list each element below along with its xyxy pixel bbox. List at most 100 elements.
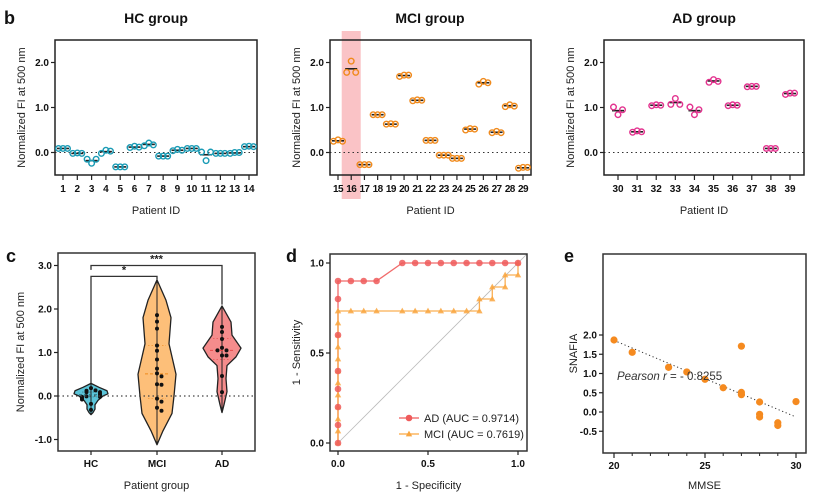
y-tick-label: 0.0 — [310, 439, 324, 450]
replicate-point — [515, 164, 523, 172]
x-tick-label: HC — [84, 459, 98, 470]
x-tick-label: 25 — [465, 184, 476, 195]
diagonal-reference-line — [337, 253, 528, 444]
data-point — [155, 357, 159, 362]
pearson-value: = - 0.8255 — [667, 371, 722, 383]
y-tick-label: 0.5 — [310, 349, 324, 360]
data-point — [683, 368, 691, 376]
roc-point-ad — [334, 403, 342, 411]
replicate-point — [690, 111, 698, 119]
y-tick-label: 1.0 — [583, 369, 597, 380]
replicate-point — [418, 96, 426, 104]
replicate-point — [448, 154, 456, 162]
replicate-point — [524, 163, 532, 171]
x-tick-label: 26 — [478, 184, 489, 195]
replicate-point — [126, 144, 134, 152]
replicate-point — [83, 155, 91, 163]
x-tick-label: 22 — [426, 184, 437, 195]
replicate-point — [767, 144, 775, 152]
data-point — [215, 348, 220, 353]
replicate-point — [198, 148, 206, 156]
y-tick-label: 1.0 — [584, 103, 598, 114]
replicate-point — [347, 57, 355, 65]
replicate-point — [786, 89, 794, 97]
data-point — [155, 396, 159, 401]
replicate-point — [497, 129, 505, 137]
data-point — [89, 386, 93, 391]
x-tick-label: 23 — [439, 184, 450, 195]
replicate-point — [638, 128, 646, 136]
x-tick-label: 30 — [612, 184, 624, 195]
x-tick-label: 30 — [790, 461, 802, 472]
data-point — [628, 348, 636, 356]
replicate-point — [493, 127, 501, 135]
replicate-point — [102, 146, 110, 154]
data-point — [155, 366, 159, 371]
data-point — [792, 398, 800, 406]
data-point — [155, 326, 159, 331]
y-tick-label: -1.0 — [35, 435, 53, 446]
replicate-point — [352, 68, 360, 76]
x-tick-label: 1 — [60, 184, 66, 195]
data-point — [719, 384, 727, 392]
replicate-point — [188, 144, 196, 152]
x-tick-label: 11 — [201, 184, 212, 195]
replicate-point — [169, 147, 177, 155]
roc-point-mci — [334, 427, 342, 434]
x-axis-label: Patient ID — [680, 205, 728, 217]
y-tick-label: 0.0 — [35, 148, 49, 159]
panel-label-d: d — [286, 246, 297, 266]
replicate-point — [431, 136, 439, 144]
roc-point-mci — [411, 307, 419, 314]
x-tick-label: 17 — [359, 184, 370, 195]
replicate-point — [652, 101, 660, 109]
x-tick-label: 20 — [608, 461, 620, 472]
replicate-point — [202, 157, 210, 165]
correlation-chart: -0.5 0.0 0.5 1.0 1.5 2.0 20 25 30 SNAFIA MMSE Pears… — [568, 253, 807, 492]
data-point — [756, 413, 764, 421]
x-tick-label: 0.5 — [421, 459, 435, 470]
replicate-point — [106, 147, 114, 155]
replicate-point — [724, 102, 732, 110]
x-tick-label: 31 — [632, 184, 644, 195]
x-tick-label: 0.0 — [331, 459, 345, 470]
roc-point-mci — [334, 307, 342, 314]
replicate-point — [479, 77, 487, 85]
replicate-point — [249, 143, 257, 151]
panel-label-b: b — [4, 8, 15, 28]
data-point — [80, 397, 84, 402]
data-point — [224, 348, 229, 353]
replicate-point — [212, 149, 220, 157]
replicate-point — [63, 144, 71, 152]
roc-point-mci — [514, 271, 522, 278]
legend-marker-ad — [405, 414, 413, 422]
roc-point-ad — [347, 277, 355, 285]
y-tick-label: 2.0 — [310, 58, 324, 69]
replicate-point — [155, 152, 163, 160]
replicate-point — [762, 144, 770, 152]
y-axis-label: Normalized FI at 500 nm — [565, 47, 577, 167]
roc-point-ad — [437, 259, 445, 267]
replicate-point — [633, 127, 641, 135]
replicate-point — [714, 77, 722, 85]
hc-group-chart: HC group 0.0 1.0 2.0 Normalized FI at 500 nm… — [16, 10, 258, 217]
significance-label: * — [122, 264, 127, 276]
replicate-point — [369, 111, 377, 119]
roc-point-ad — [360, 277, 368, 285]
x-tick-label: 5 — [117, 184, 123, 195]
replicate-point — [484, 79, 492, 87]
roc-point-ad — [514, 259, 522, 267]
roc-point-ad — [334, 367, 342, 375]
replicate-point — [396, 72, 404, 80]
data-point — [155, 382, 159, 387]
replicate-point — [405, 71, 413, 79]
replicate-point — [453, 154, 461, 162]
replicate-point — [619, 106, 627, 114]
roc-point-ad — [476, 259, 483, 267]
replicate-point — [413, 96, 421, 104]
panel-label-e: e — [564, 246, 574, 266]
y-tick-label: 1.0 — [310, 259, 324, 270]
x-tick-label: MCI — [148, 459, 167, 470]
data-point — [89, 401, 93, 406]
